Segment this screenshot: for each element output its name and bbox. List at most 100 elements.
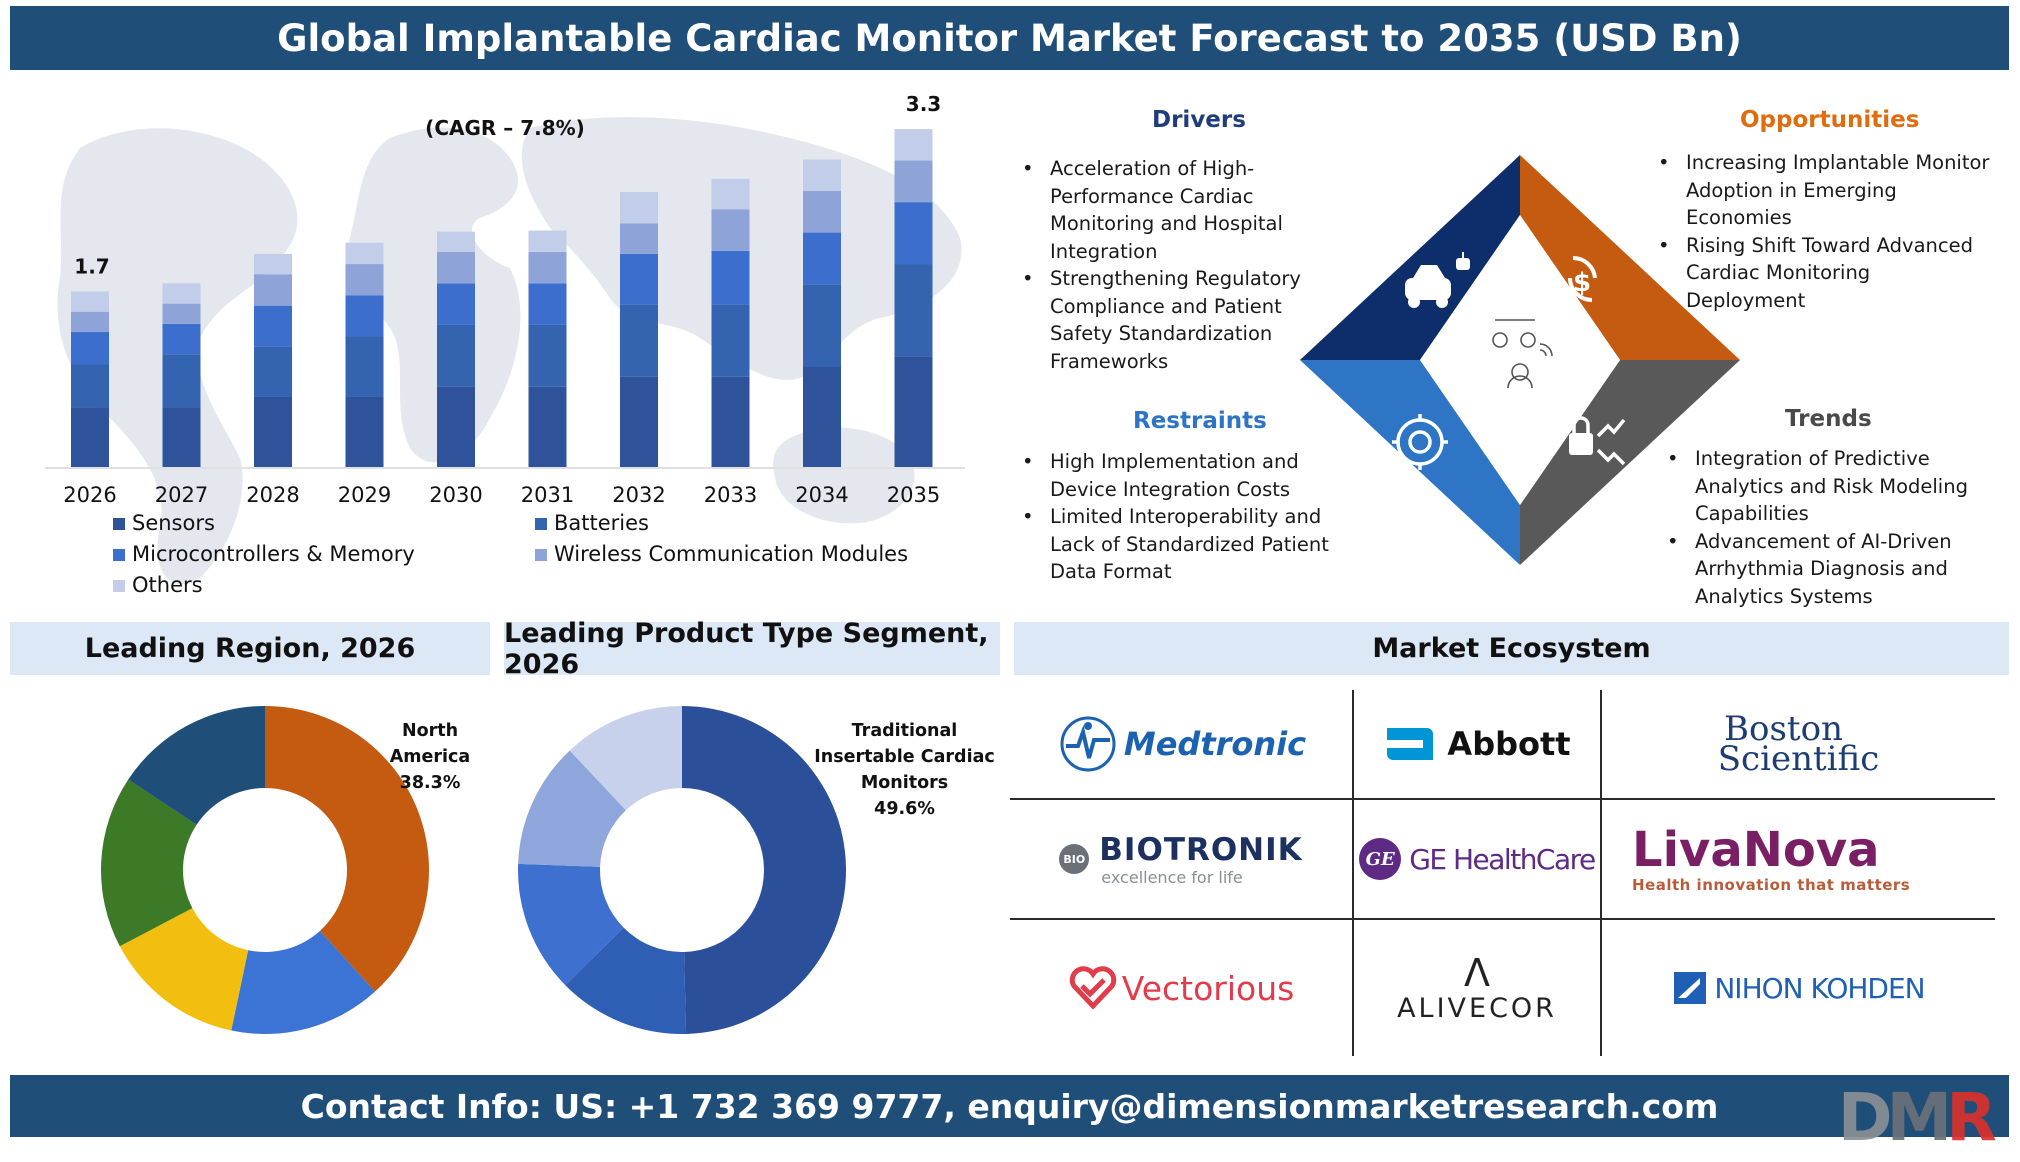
- nihon-kohden-mark-icon: [1674, 972, 1707, 1004]
- logo-alivecor: Λ ALIVECOR: [1397, 950, 1557, 1024]
- legend-entry: Others: [132, 573, 203, 597]
- total-label: 3.3: [906, 92, 941, 116]
- bar-segment-2026-0: [71, 407, 109, 468]
- bar-segment-2035-0: [894, 356, 933, 468]
- logo-abbott: Abbott: [1354, 690, 1600, 798]
- legend-entry: Wireless Communication Modules: [554, 542, 908, 566]
- region-panel-title: Leading Region, 2026: [10, 622, 490, 675]
- bar-segment-2028-0: [254, 396, 292, 468]
- donut-slice-4: [128, 706, 265, 825]
- trends-title: Trends: [1785, 406, 1872, 432]
- diamond-quadrant-trends: [1520, 360, 1740, 565]
- grid-line: [1600, 690, 1602, 1056]
- product-donut-chart: [518, 706, 846, 1034]
- bar-segment-2031-2: [528, 283, 567, 325]
- donut-label-line: 38.3%: [399, 773, 461, 793]
- logo-boston-scientific: Boston Scientific: [1717, 709, 1880, 779]
- alivecor-mark-icon: Λ: [1464, 950, 1490, 995]
- bar-segment-2032-4: [620, 192, 658, 224]
- bullet-item: Acceleration of High-Performance Cardiac…: [1022, 155, 1312, 265]
- bar-segment-2029-4: [345, 242, 384, 265]
- x-tick-label: 2030: [429, 483, 482, 507]
- grid-line: [1010, 918, 1995, 920]
- bar-segment-2034-2: [803, 232, 841, 285]
- operator-icon: [1492, 319, 1553, 389]
- total-label: 1.7: [74, 254, 109, 278]
- ecosystem-grid: Medtronic Abbott Boston Scientific BIO B…: [1010, 690, 1995, 1056]
- logo-ge-healthcare: GE GE HealthCare: [1354, 800, 1600, 918]
- donut-slice-2: [518, 863, 624, 986]
- bar-segment-2030-4: [437, 231, 475, 252]
- bar-segment-2030-0: [437, 386, 475, 468]
- legend-swatch: [535, 518, 547, 530]
- bars-group: [71, 129, 933, 468]
- contact-info: Contact Info: US: +1 732 369 9777, enqui…: [300, 1086, 1719, 1126]
- x-tick-label: 2028: [246, 483, 299, 507]
- logo-medtronic: Medtronic: [1010, 690, 1352, 798]
- region-donut-label: North America 38.3%: [380, 718, 480, 796]
- donut-slice-0: [265, 706, 429, 992]
- donut-slice-1: [565, 927, 687, 1034]
- x-tick-label: 2026: [63, 483, 116, 507]
- vectorious-heart-icon: [1069, 966, 1116, 1010]
- x-tick-label: 2031: [521, 483, 574, 507]
- bar-segment-2028-2: [254, 305, 292, 347]
- bar-segment-2027-1: [162, 354, 201, 408]
- total-labels: 1.7 3.3: [74, 92, 941, 278]
- bar-segment-2027-0: [162, 407, 201, 468]
- header-title: Global Implantable Cardiac Monitor Marke…: [10, 6, 2009, 70]
- donut-slice-4: [569, 706, 682, 811]
- bar-segment-2031-1: [528, 324, 567, 387]
- donut-label-line: Traditional: [851, 721, 958, 741]
- donut-label-line: 49.6%: [874, 799, 935, 819]
- chart-legend: Sensors Batteries Microcontrollers & Memor…: [113, 511, 908, 597]
- donut-label-line: Insertable Cardiac: [814, 747, 995, 767]
- bar-segment-2034-3: [803, 190, 841, 233]
- bar-segment-2034-0: [803, 366, 841, 468]
- legend-swatch: [535, 549, 547, 561]
- drot-diamond: $: [1300, 155, 1740, 565]
- logo-livanova: LivaNova Health innovation that matters: [1632, 822, 1911, 894]
- logo-nihon-kohden: NIHON KOHDEN: [1602, 920, 1995, 1056]
- cagr-label: (CAGR – 7.8%): [425, 116, 585, 140]
- diamond-quadrant-opportunities: [1520, 155, 1740, 360]
- bar-segment-2029-2: [345, 295, 384, 337]
- biotronik-mark-icon: BIO: [1059, 844, 1090, 874]
- region-donut-chart: [101, 706, 429, 1034]
- dmr-logo: DMR: [1837, 1079, 1997, 1156]
- bar-segment-2029-1: [345, 336, 384, 397]
- bar-segment-2035-3: [894, 160, 933, 203]
- logo-vectorious: Vectorious: [1010, 920, 1352, 1056]
- ge-mark-icon: GE: [1359, 838, 1402, 880]
- bar-segment-2030-1: [437, 324, 475, 387]
- bar-segment-2033-3: [711, 209, 750, 251]
- gear-network-icon: [1392, 414, 1448, 470]
- donut-label-line: Monitors: [860, 773, 949, 793]
- product-donut-label: Traditional Insertable Cardiac Monitors 49.…: [812, 718, 997, 822]
- bar-segment-2028-3: [254, 274, 292, 306]
- donut-label-line: North: [401, 721, 459, 741]
- donut-slice-0: [682, 706, 846, 1034]
- car-robot-icon: [1405, 252, 1470, 308]
- bar-segment-2027-2: [162, 323, 201, 355]
- lock-trend-icon: [1569, 416, 1626, 466]
- bar-segment-2031-3: [528, 251, 567, 284]
- ecosystem-panel-title: Market Ecosystem: [1014, 622, 2009, 675]
- x-tick-label: 2027: [155, 483, 208, 507]
- svg-text:$: $: [1573, 268, 1591, 298]
- bar-segment-2028-4: [254, 253, 292, 275]
- bar-segment-2034-4: [803, 159, 841, 191]
- x-tick-label: 2034: [795, 483, 848, 507]
- restraints-title: Restraints: [1133, 408, 1267, 434]
- opportunities-title: Opportunities: [1740, 107, 1920, 133]
- bar-segment-2033-2: [711, 250, 750, 305]
- x-tick-labels: 2026 2027 2028 2029 2030 2031 2032 2033 2034 2035: [63, 483, 940, 507]
- bar-segment-2033-4: [711, 178, 750, 210]
